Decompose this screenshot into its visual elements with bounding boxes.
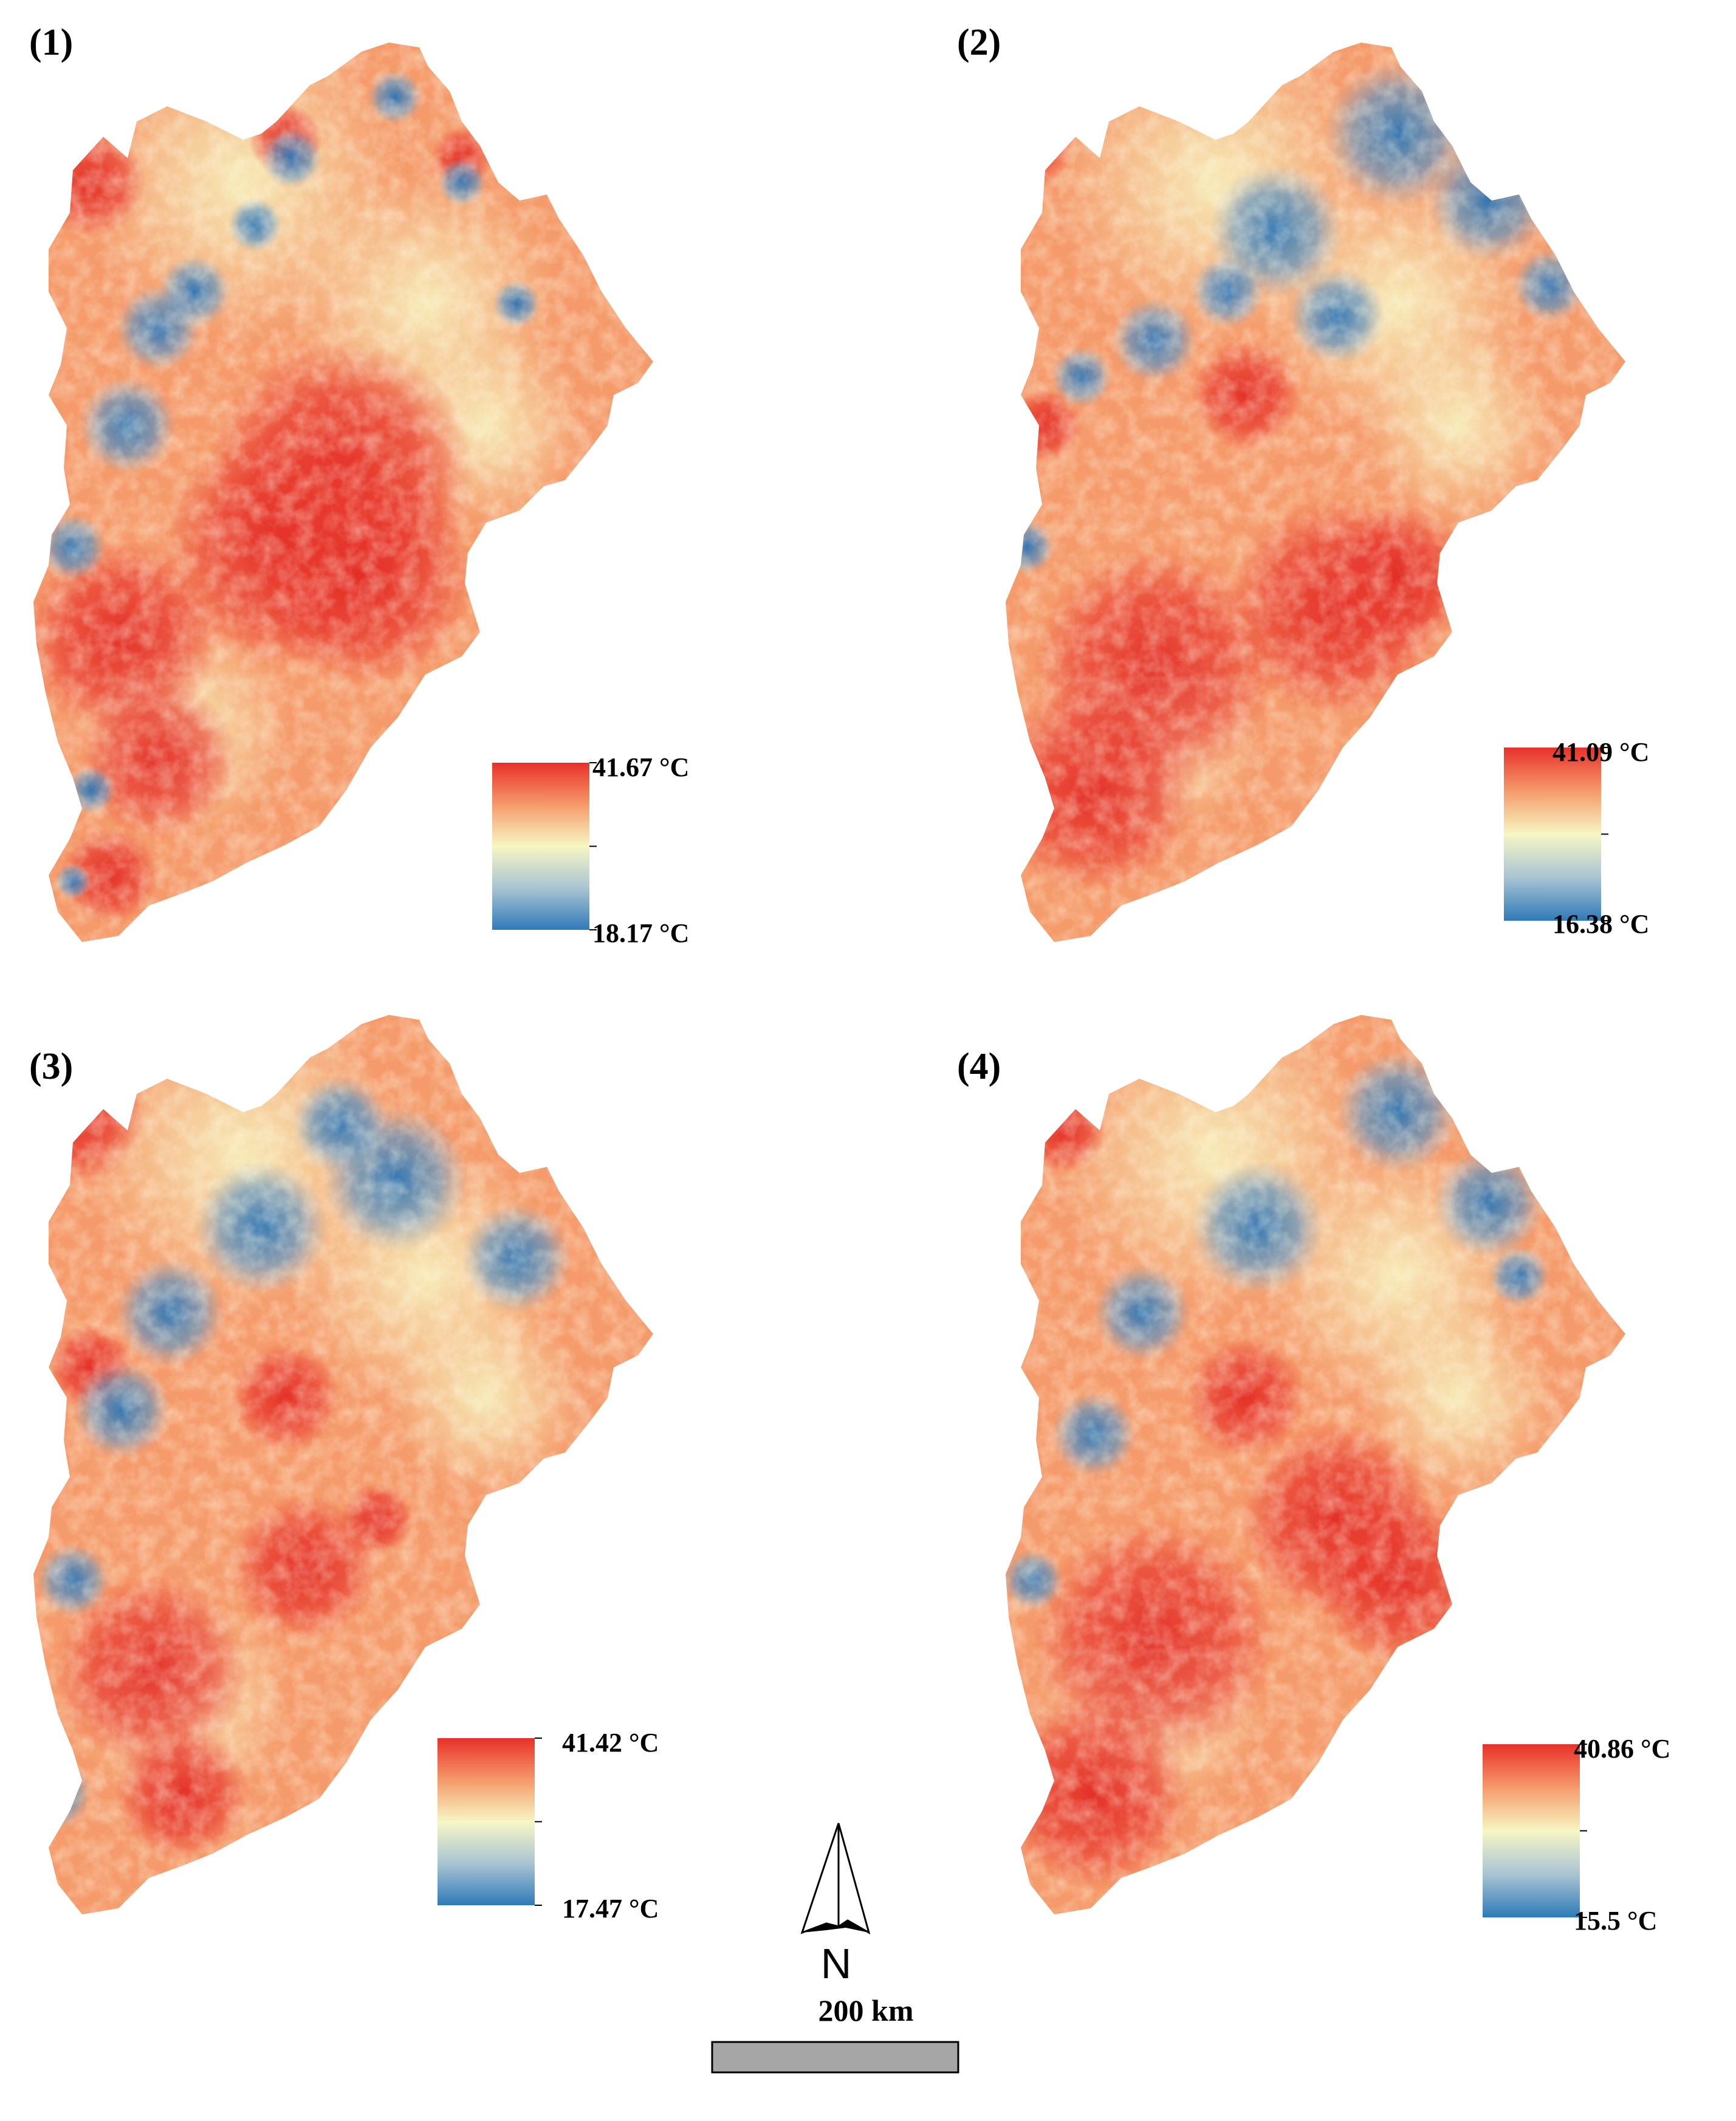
legend-color-ramp bbox=[1483, 1744, 1580, 1917]
legend-max-label: 41.42 °C bbox=[562, 1728, 659, 1758]
panel-label: (1) bbox=[29, 22, 73, 63]
panel-label: (4) bbox=[957, 1046, 1001, 1087]
map-panel-1: (1) 41.67 °C 18.17 °C bbox=[29, 22, 689, 948]
map-panel-4: (4) 40.86 °C 15.5 °C bbox=[957, 1015, 1670, 1936]
scale-bar: 200 km bbox=[711, 1993, 959, 2074]
scale-bar-label: 200 km bbox=[818, 1993, 914, 2027]
legend-max-label: 41.09 °C bbox=[1552, 737, 1649, 767]
map-panel-2: (2) 41.09 °C 16.38 °C bbox=[957, 22, 1649, 942]
legend-color-ramp bbox=[492, 763, 589, 930]
panel-label: (3) bbox=[29, 1046, 73, 1087]
legend-min-label: 17.47 °C bbox=[562, 1894, 659, 1923]
temperature-legend: 41.42 °C 17.47 °C bbox=[437, 1728, 659, 1923]
legend-min-label: 15.5 °C bbox=[1574, 1906, 1657, 1936]
temperature-legend: 40.86 °C 15.5 °C bbox=[1483, 1734, 1670, 1936]
north-arrow-right-half bbox=[837, 1823, 871, 1935]
legend-color-ramp bbox=[1504, 748, 1601, 921]
panel-label: (2) bbox=[957, 22, 1001, 63]
lst-map-3 bbox=[33, 1015, 653, 1914]
legend-min-label: 16.38 °C bbox=[1552, 909, 1649, 939]
temperature-legend: 41.67 °C 18.17 °C bbox=[492, 752, 689, 948]
north-arrow-left-half bbox=[800, 1823, 840, 1934]
legend-max-label: 40.86 °C bbox=[1574, 1734, 1670, 1764]
legend-color-ramp bbox=[437, 1738, 535, 1905]
lst-map-1 bbox=[33, 43, 653, 942]
north-arrow-base bbox=[802, 1920, 869, 1933]
legend-min-label: 18.17 °C bbox=[592, 918, 689, 948]
north-arrow: N bbox=[800, 1823, 871, 1987]
map-panel-3: (3) 41.42 °C 17.47 °C bbox=[29, 1015, 659, 1923]
legend-max-label: 41.67 °C bbox=[592, 752, 689, 782]
scale-bar-rect bbox=[711, 2041, 959, 2074]
lst-map-4 bbox=[1006, 1015, 1625, 1914]
temperature-legend: 41.09 °C 16.38 °C bbox=[1504, 737, 1649, 939]
north-arrow-label: N bbox=[821, 1940, 852, 1987]
